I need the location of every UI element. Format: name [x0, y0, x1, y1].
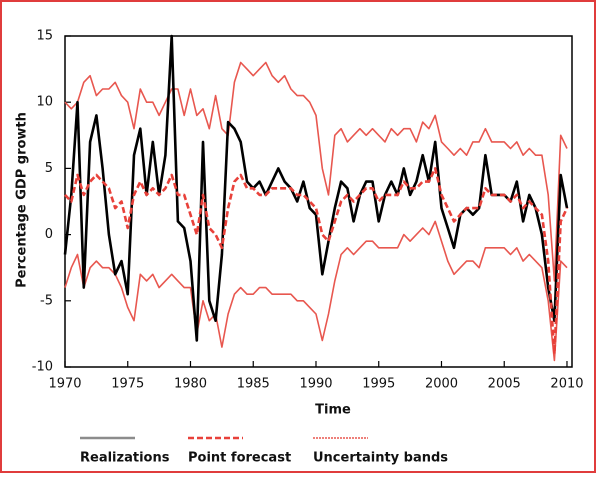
- x-tick-label: 1970: [48, 377, 81, 392]
- y-tick-label: 10: [36, 95, 53, 110]
- y-tick-label: 5: [45, 161, 53, 176]
- x-tick-label: 2000: [425, 377, 458, 392]
- series-line: [64, 167, 569, 356]
- legend-label: Point forecast: [188, 451, 291, 466]
- x-tick-label: 1980: [174, 377, 207, 392]
- legend-label: Realizations: [80, 451, 170, 466]
- y-tick-label: 0: [45, 227, 53, 242]
- band-line: [64, 220, 568, 362]
- band-line: [64, 61, 568, 282]
- y-tick-label: -5: [40, 293, 53, 308]
- y-axis-title: Percentage GDP growth: [15, 112, 30, 288]
- x-tick-label: 2010: [550, 377, 583, 392]
- x-tick-label: 2005: [488, 377, 521, 392]
- y-tick-label: 15: [36, 29, 53, 44]
- y-tick-label: -10: [32, 360, 53, 375]
- plot-frame: [64, 35, 573, 368]
- x-tick-label: 1990: [299, 377, 332, 392]
- legend-label: Uncertainty bands: [313, 451, 448, 466]
- series-line: [63, 34, 569, 342]
- x-tick-label: 1995: [362, 377, 395, 392]
- x-tick-label: 1975: [111, 377, 144, 392]
- x-axis-title: Time: [315, 403, 351, 418]
- x-tick-label: 1985: [237, 377, 270, 392]
